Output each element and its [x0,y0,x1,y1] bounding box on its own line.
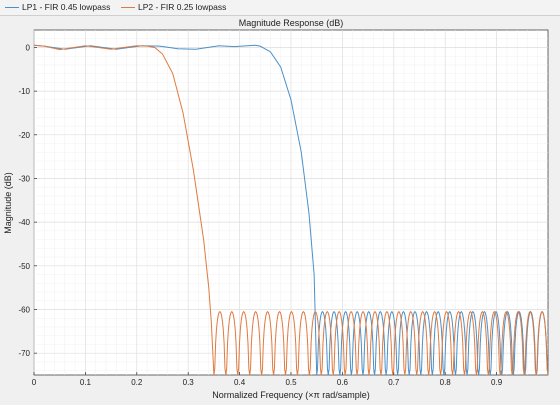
x-tick-label: 0.9 [491,378,503,387]
y-tick-label: -30 [18,174,30,183]
y-tick-label: -70 [18,349,30,358]
x-tick-label: 0.8 [440,378,452,387]
x-tick-label: 0.6 [337,378,349,387]
magnitude-response-chart[interactable]: 0 0.1 0.2 0.3 0.4 0.5 0.6 0.7 0.8 0.9 0 -10 -20 -30 -4… [0,16,560,405]
legend-label-lp2: LP2 - FIR 0.25 lowpass [138,2,227,12]
y-tick-label: 0 [26,43,31,52]
chart-area: 0 0.1 0.2 0.3 0.4 0.5 0.6 0.7 0.8 0.9 0 -10 -20 -30 -4… [0,16,560,405]
y-tick-label: -50 [18,262,30,271]
legend-swatch-lp2 [121,7,135,9]
x-tick-label: 0 [32,378,37,387]
legend-swatch-lp1 [5,7,19,9]
legend-item-lp2[interactable]: LP2 - FIR 0.25 lowpass [121,2,226,12]
y-tick-label: -60 [18,305,30,314]
tick-labels: 0 0.1 0.2 0.3 0.4 0.5 0.6 0.7 0.8 0.9 0 -10 -20 -30 -4… [18,43,502,387]
x-tick-label: 0.4 [234,378,246,387]
grid [33,30,548,375]
x-tick-label: 0.1 [80,378,92,387]
x-tick-label: 0.7 [388,378,400,387]
series-line-2 [33,44,549,376]
y-tick-label: -20 [18,131,30,140]
x-tick-label: 0.5 [285,378,297,387]
chart-title: Magnitude Response (dB) [239,18,344,28]
y-axis-label: Magnitude (dB) [3,172,13,234]
series-lines [33,44,549,376]
legend: LP1 - FIR 0.45 lowpass LP2 - FIR 0.25 lo… [0,0,560,16]
y-tick-label: -40 [18,218,30,227]
x-tick-label: 0.2 [131,378,143,387]
legend-item-lp1[interactable]: LP1 - FIR 0.45 lowpass [5,2,110,12]
x-axis-label: Normalized Frequency (×π rad/sample) [212,390,370,400]
y-tick-label: -10 [18,87,30,96]
x-tick-label: 0.3 [183,378,195,387]
legend-label-lp1: LP1 - FIR 0.45 lowpass [22,2,111,12]
